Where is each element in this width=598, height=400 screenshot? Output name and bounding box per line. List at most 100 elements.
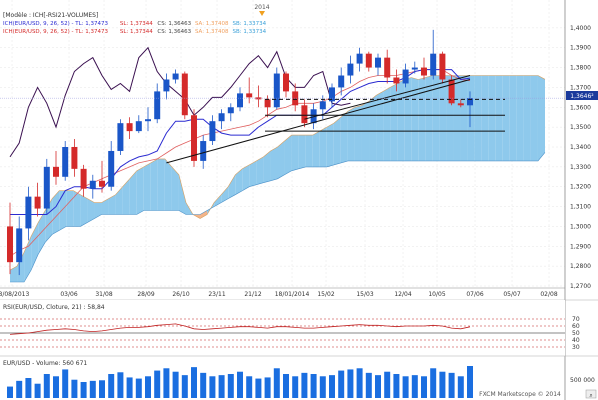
cloud-segment bbox=[214, 194, 222, 207]
volume-bar bbox=[329, 375, 335, 398]
cloud-segment bbox=[439, 75, 447, 161]
cloud-segment bbox=[52, 190, 60, 235]
candle-body bbox=[126, 123, 133, 132]
cloud-segment bbox=[397, 79, 405, 161]
candle-body bbox=[439, 53, 446, 80]
candle-body bbox=[283, 73, 289, 92]
rsi-pane bbox=[0, 300, 565, 356]
date-tick-label: 18/01/2014 bbox=[275, 291, 310, 298]
rsi-tick-label: 60 bbox=[572, 323, 580, 330]
volume-bar bbox=[218, 375, 225, 398]
volume-bar bbox=[16, 380, 23, 398]
candle-body bbox=[237, 93, 243, 108]
date-tick-label: 07/06 bbox=[466, 291, 483, 298]
volume-bar bbox=[89, 380, 96, 398]
legend-line-1: ICH(EUR/USD, 9, 26, 52) - TL: 1,37473 SL:… bbox=[3, 21, 267, 27]
volume-bar bbox=[457, 376, 464, 398]
volume-bar bbox=[402, 376, 409, 398]
candle-body bbox=[200, 141, 207, 161]
cloud-segment bbox=[24, 236, 32, 283]
candle-body bbox=[338, 75, 345, 88]
candle-body bbox=[329, 87, 335, 102]
cloud-segment bbox=[80, 194, 88, 227]
cloud-segment bbox=[66, 190, 74, 227]
senkou-span-a-line bbox=[9, 75, 546, 271]
cloud-segment bbox=[474, 75, 482, 161]
date-tick-label: 31/08 bbox=[95, 291, 112, 298]
zoom-control[interactable]: ⌕ bbox=[585, 389, 597, 399]
price-tick-label: 1,3200 bbox=[570, 184, 591, 191]
volume-bars bbox=[7, 366, 473, 398]
cloud-segment bbox=[122, 178, 130, 215]
kijun-sen-line bbox=[9, 69, 471, 257]
trendline bbox=[166, 79, 471, 164]
cloud-segment bbox=[263, 150, 271, 183]
candle-body bbox=[108, 150, 115, 187]
candle-body bbox=[53, 166, 59, 177]
volume-bar bbox=[25, 378, 32, 398]
legend-entry: SA: 1,37408 bbox=[195, 29, 229, 35]
volume-bar bbox=[117, 372, 124, 398]
date-axis: 08/08/2013 03/06 31/08 28/09 26/10 23/11 21/12… bbox=[0, 291, 558, 298]
candle-body bbox=[154, 91, 161, 120]
cloud-segment bbox=[418, 77, 426, 161]
legend-entry: CS: 1,36463 bbox=[157, 29, 191, 35]
cloud-segment bbox=[326, 123, 334, 167]
cloud-segment bbox=[383, 87, 391, 161]
cloud-segment bbox=[129, 170, 137, 215]
price-tick-label: 1,3000 bbox=[570, 223, 591, 230]
cloud-segment bbox=[523, 75, 531, 161]
candle-body bbox=[273, 73, 280, 108]
year-marker-label: 2014 bbox=[254, 4, 269, 11]
cloud-segment bbox=[73, 190, 81, 227]
zoom-box[interactable] bbox=[585, 389, 597, 399]
price-tick-label: 1,2800 bbox=[570, 263, 591, 270]
date-tick-label: 12/04 bbox=[394, 291, 411, 298]
date-tick-label: 28/09 bbox=[137, 291, 154, 298]
candle-body bbox=[71, 147, 78, 169]
price-tick-label: 1,3500 bbox=[570, 124, 591, 131]
volume-bar bbox=[172, 371, 179, 398]
volume-bar bbox=[209, 376, 216, 398]
magnifier-icon[interactable]: ⌕ bbox=[589, 392, 592, 399]
rsi-tick-label: 30 bbox=[572, 344, 580, 351]
date-tick-label: 21/12 bbox=[244, 291, 261, 298]
cloud-segment bbox=[291, 135, 299, 171]
candle-body bbox=[209, 121, 216, 142]
volume-bar bbox=[319, 376, 326, 398]
volume-bar bbox=[71, 379, 78, 398]
cloud-segment bbox=[488, 75, 496, 161]
cloud-segment bbox=[354, 105, 362, 161]
cloud-segment bbox=[17, 252, 25, 283]
volume-bar bbox=[34, 383, 41, 398]
candle-body bbox=[62, 147, 69, 177]
date-tick-label: 02/08 bbox=[540, 291, 557, 298]
candle-body bbox=[43, 166, 50, 209]
tenkan-sen-line bbox=[10, 69, 471, 215]
candle-body bbox=[163, 79, 170, 92]
volume-bar bbox=[430, 368, 437, 398]
cloud-segment bbox=[319, 127, 327, 167]
cloud-segment bbox=[298, 135, 306, 169]
cloud-segment bbox=[94, 202, 102, 219]
year-marker-arrow[interactable] bbox=[259, 11, 265, 16]
cloud-segment bbox=[59, 190, 67, 231]
legend-entry: ICH(EUR/USD, 9, 26, 52) - TL: 1,37473 bbox=[3, 29, 109, 35]
cloud-segment bbox=[249, 160, 257, 187]
volume-bar bbox=[80, 382, 87, 398]
candle-body bbox=[375, 57, 381, 68]
cloud-segment bbox=[340, 111, 348, 163]
cloud-segment bbox=[404, 77, 412, 161]
candle-body bbox=[135, 121, 142, 132]
candle-body bbox=[310, 109, 317, 124]
price-tick-label: 1,3800 bbox=[570, 65, 591, 72]
rsi-tick-label: 40 bbox=[572, 337, 580, 344]
cloud-segment bbox=[333, 117, 341, 165]
cloud-segment bbox=[453, 75, 461, 161]
price-tick-label: 1,3300 bbox=[570, 164, 591, 171]
ichimoku-cloud bbox=[9, 75, 546, 283]
cloud-segment bbox=[178, 174, 186, 215]
candle-body bbox=[467, 98, 473, 106]
cloud-segment bbox=[157, 158, 165, 211]
